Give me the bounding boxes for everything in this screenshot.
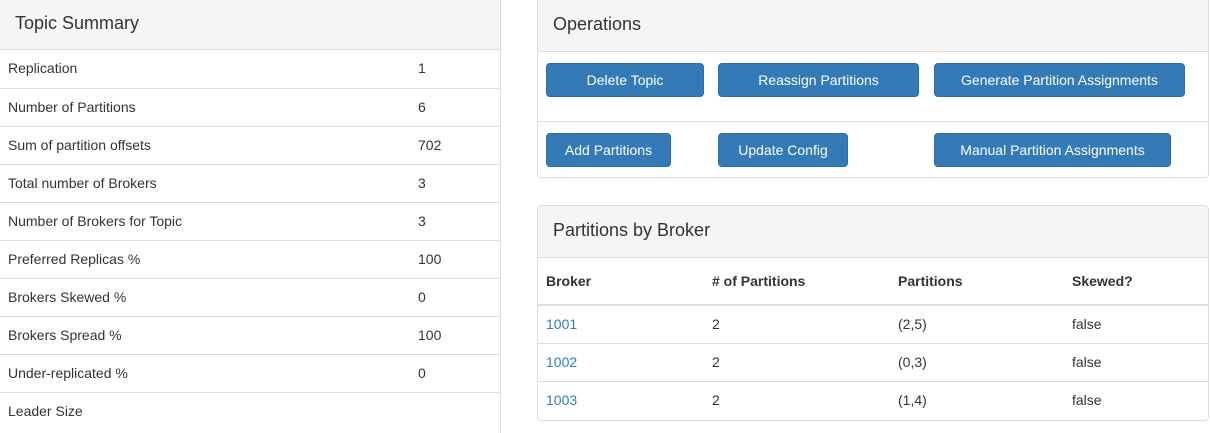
column-header-partitions: Partitions bbox=[890, 258, 1064, 306]
column-header-num-partitions: # of Partitions bbox=[704, 258, 890, 306]
partitions-cell: (1,4) bbox=[890, 381, 1064, 420]
num-partitions-cell: 2 bbox=[704, 381, 890, 420]
ops-cell: Manual Partition Assignments bbox=[934, 133, 1208, 167]
panel-title: Topic Summary bbox=[15, 13, 140, 33]
broker-row: 1002 2 (0,3) false bbox=[538, 343, 1208, 382]
partitions-by-broker-table: Broker # of Partitions Partitions Skewed… bbox=[538, 258, 1208, 420]
broker-row: 1003 2 (1,4) false bbox=[538, 381, 1208, 420]
table-row: Leader Size bbox=[0, 392, 500, 430]
summary-label: Leader Size bbox=[8, 402, 83, 419]
partitions-by-broker-heading: Partitions by Broker bbox=[538, 206, 1208, 258]
summary-value: 6 bbox=[410, 88, 500, 127]
summary-label: Number of Partitions bbox=[0, 88, 410, 127]
delete-topic-button[interactable]: Delete Topic bbox=[546, 63, 704, 97]
summary-label: Sum of partition offsets bbox=[0, 126, 410, 165]
partitions-cell: (0,3) bbox=[890, 343, 1064, 382]
summary-label: Replication bbox=[0, 50, 410, 89]
operations-panel: Operations Delete Topic Reassign Partiti… bbox=[537, 0, 1209, 178]
operations-button-row: Add Partitions Update Config Manual Part… bbox=[538, 122, 1208, 177]
summary-value: 1 bbox=[410, 50, 500, 89]
summary-label: Brokers Skewed % bbox=[0, 278, 410, 317]
operations-button-row: Delete Topic Reassign Partitions Generat… bbox=[538, 52, 1208, 122]
topic-summary-heading: Topic Summary bbox=[0, 0, 500, 50]
summary-value: 100 bbox=[410, 316, 500, 355]
broker-cell: 1002 bbox=[538, 343, 704, 382]
ops-cell: Delete Topic bbox=[546, 63, 718, 97]
table-row: Under-replicated % 0 bbox=[0, 354, 500, 393]
skewed-cell: false bbox=[1064, 381, 1208, 420]
ops-cell: Add Partitions bbox=[546, 133, 718, 167]
table-row: Sum of partition offsets 702 bbox=[0, 126, 500, 165]
ops-cell: Update Config bbox=[718, 133, 934, 167]
column-header-broker: Broker bbox=[538, 258, 704, 306]
column-header-skewed: Skewed? bbox=[1064, 258, 1208, 306]
summary-value: 0 bbox=[410, 278, 500, 317]
table-row: Replication 1 bbox=[0, 50, 500, 89]
skewed-cell: false bbox=[1064, 343, 1208, 382]
summary-value bbox=[410, 392, 500, 430]
summary-label: Under-replicated % bbox=[0, 354, 410, 393]
generate-partition-assignments-button[interactable]: Generate Partition Assignments bbox=[934, 63, 1185, 97]
summary-label: Total number of Brokers bbox=[0, 164, 410, 203]
add-partitions-button[interactable]: Add Partitions bbox=[546, 133, 671, 167]
broker-cell: 1001 bbox=[538, 305, 704, 344]
skewed-cell: false bbox=[1072, 316, 1102, 332]
partitions-cell: (2,5) bbox=[898, 316, 927, 332]
broker-cell: 1003 bbox=[538, 381, 704, 420]
summary-value: 100 bbox=[410, 240, 500, 279]
topic-summary-panel: Topic Summary Replication 1 Number of Pa… bbox=[0, 0, 501, 433]
right-column: Operations Delete Topic Reassign Partiti… bbox=[537, 0, 1209, 421]
summary-value: 0 bbox=[410, 354, 500, 393]
table-row: Brokers Skewed % 0 bbox=[0, 278, 500, 317]
summary-value: 702 bbox=[410, 126, 500, 165]
table-row: Preferred Replicas % 100 bbox=[0, 240, 500, 279]
num-partitions-cell: 2 bbox=[704, 343, 890, 382]
table-header-row: Broker # of Partitions Partitions Skewed… bbox=[538, 258, 1208, 306]
table-row: Number of Partitions 6 bbox=[0, 88, 500, 127]
topic-summary-table: Replication 1 Number of Partitions 6 Sum… bbox=[0, 50, 500, 430]
summary-label: Preferred Replicas % bbox=[0, 240, 410, 279]
panel-title: Partitions by Broker bbox=[553, 220, 711, 240]
summary-value: 3 bbox=[410, 164, 500, 203]
table-row: Total number of Brokers 3 bbox=[0, 164, 500, 203]
broker-link[interactable]: 1002 bbox=[546, 354, 578, 370]
reassign-partitions-button[interactable]: Reassign Partitions bbox=[718, 63, 919, 97]
num-partitions-cell: 2 bbox=[712, 316, 720, 332]
broker-link[interactable]: 1003 bbox=[546, 392, 578, 409]
panel-title: Operations bbox=[553, 14, 642, 34]
ops-cell: Reassign Partitions bbox=[718, 63, 934, 97]
broker-link[interactable]: 1001 bbox=[546, 316, 578, 332]
partitions-by-broker-panel: Partitions by Broker Broker # of Partiti… bbox=[537, 205, 1209, 421]
table-row: Number of Brokers for Topic 3 bbox=[0, 202, 500, 241]
summary-value: 3 bbox=[410, 202, 500, 241]
summary-label: Brokers Spread % bbox=[0, 316, 410, 355]
ops-cell: Generate Partition Assignments bbox=[934, 63, 1208, 97]
operations-heading: Operations bbox=[538, 0, 1208, 52]
summary-label: Number of Brokers for Topic bbox=[0, 202, 410, 241]
update-config-button[interactable]: Update Config bbox=[718, 133, 848, 167]
table-row: Brokers Spread % 100 bbox=[0, 316, 500, 355]
broker-row: 1001 2 (2,5) false bbox=[538, 305, 1208, 344]
manual-partition-assignments-button[interactable]: Manual Partition Assignments bbox=[934, 133, 1171, 167]
